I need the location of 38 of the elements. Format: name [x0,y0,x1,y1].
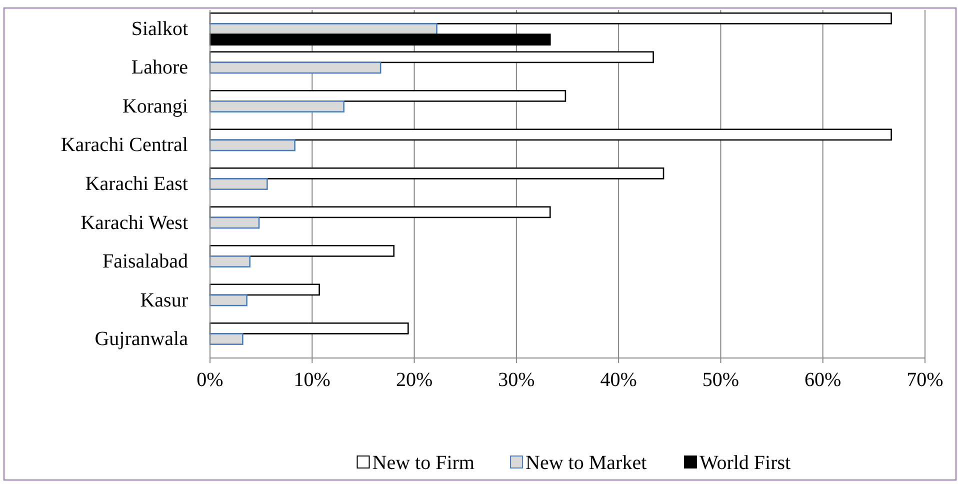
legend-label: New to Firm [372,452,475,474]
y-tick-label: Karachi Central [60,134,188,156]
x-tick-label: 30% [498,369,535,391]
bar [209,128,892,141]
bar [209,284,320,296]
bar [209,167,664,180]
y-tick-label: Sialkot [131,18,188,40]
y-tick-label: Kasur [140,289,188,312]
legend-label: World First [699,452,792,474]
legend-label: New to Market [526,452,648,474]
bar [209,294,248,306]
x-tick-label: 20% [396,369,433,391]
bar [209,178,268,190]
bar [209,100,344,112]
bar [209,51,654,64]
x-tick-label: 60% [804,369,842,391]
bar [209,206,551,218]
x-tick-label: 50% [702,369,740,391]
y-tick-label: Karachi East [85,173,188,195]
bar [209,12,892,24]
x-tick-label: 0% [196,369,224,391]
bar [209,322,409,334]
bar [209,256,250,268]
bar [209,333,244,345]
y-tick-label: Gujranwala [94,328,188,350]
bar [209,216,260,229]
bar [209,90,566,102]
x-tick-label: 70% [906,369,944,391]
y-tick-label: Karachi West [80,212,188,234]
y-tick-label: Lahore [131,56,188,79]
x-tick-label: 40% [600,369,637,391]
y-tick-label: Korangi [122,95,188,118]
x-tick-label: 10% [294,369,330,391]
bar [209,139,296,152]
bar [209,34,551,46]
y-tick-label: Faisalabad [102,250,188,273]
bar [209,244,395,257]
bar [209,62,382,74]
